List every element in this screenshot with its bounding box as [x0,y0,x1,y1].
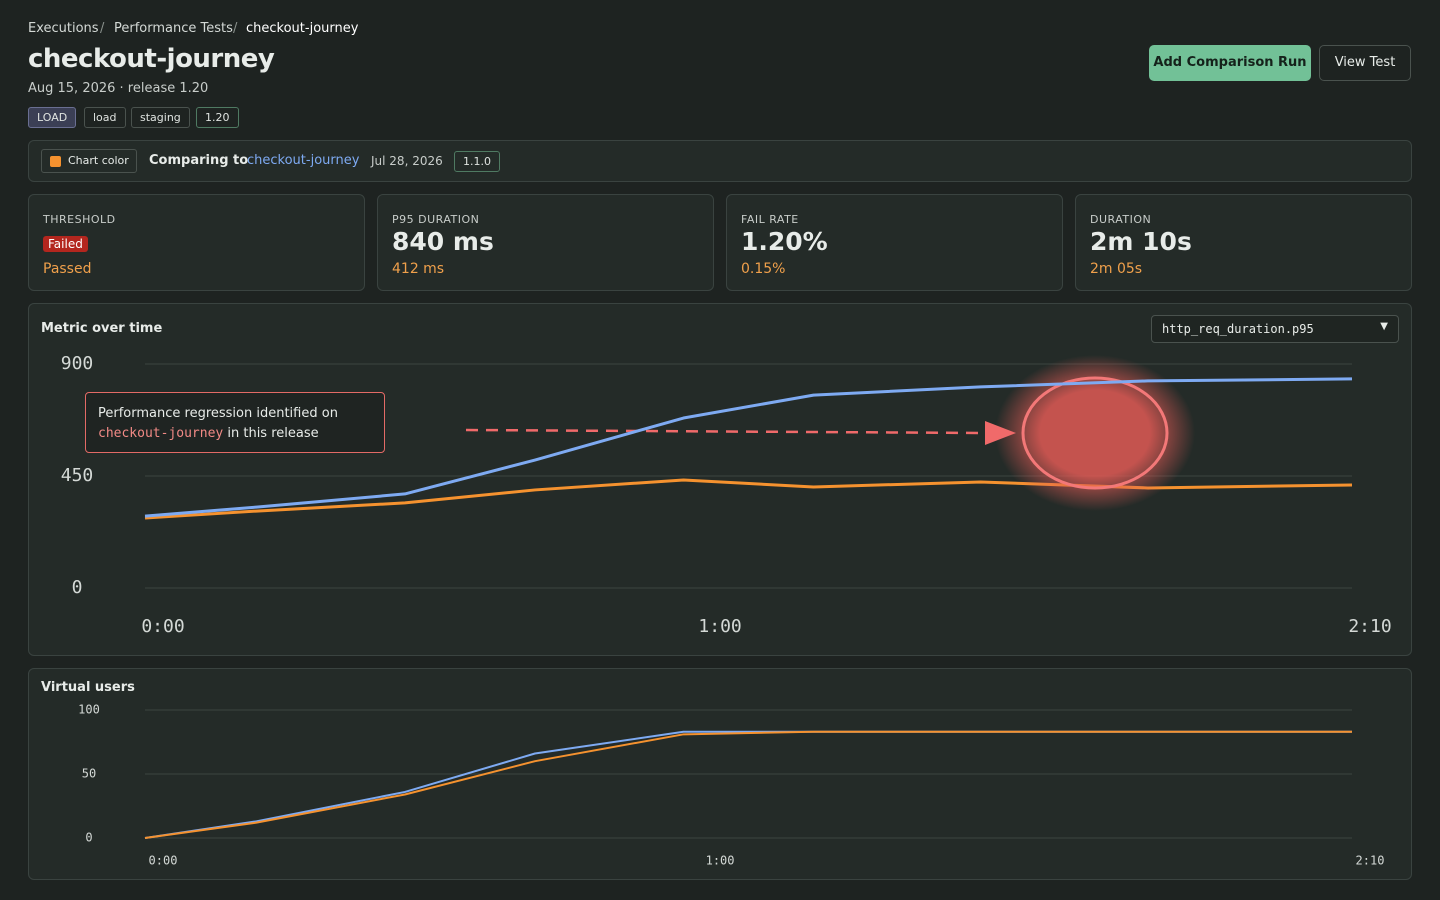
chart-title: Virtual users [41,680,135,695]
metric-select-value: http_req_duration.p95 [1162,322,1314,336]
breadcrumb-link[interactable]: Executions [28,21,99,36]
view-test-button[interactable]: View Test [1319,45,1411,81]
comparison-test-link[interactable]: checkout-journey [247,153,360,168]
chart-color-button[interactable]: Chart color [41,149,137,173]
dropdown-caret: ▼ [1380,321,1388,332]
stat-compare: 412 ms [392,261,445,277]
add-comparison-button[interactable]: Add Comparison Run [1149,45,1311,81]
comparing-label: Comparing to [149,153,249,168]
version-tag: 1.1.0 [454,151,500,172]
tag: 1.20 [196,107,239,128]
tag: load [84,107,126,128]
chart-panel: Metric over time http_req_duration.p95 ▼ [28,303,1412,656]
stat-value: 1.20% [741,227,828,256]
tag: staging [131,107,190,128]
breadcrumb-separator: / [100,21,105,36]
comparison-date: Jul 28, 2026 [371,154,443,168]
stat-card: FAIL RATE 1.20% 0.15% [726,194,1063,291]
breadcrumb-separator: / [233,21,238,36]
page-title: checkout-journey [28,44,275,74]
stat-compare: 0.15% [741,261,786,277]
annotation-text: in this release [227,426,319,441]
stat-compare: 2m 05s [1090,261,1143,277]
breadcrumb-link[interactable]: Performance Tests [114,21,233,36]
annotation-code: checkout-journey [98,426,224,441]
stat-value: 2m 10s [1090,227,1192,256]
stat-label: DURATION [1090,213,1152,226]
stat-card: DURATION 2m 10s 2m 05s [1075,194,1412,291]
stat-label: THRESHOLD [43,213,116,226]
stat-card: THRESHOLD Failed Passed [28,194,365,291]
breadcrumb-current: checkout-journey [246,21,359,36]
annotation-text: Performance regression identified on [98,406,338,421]
annotation-box: Performance regression identified on che… [85,392,385,453]
subtitle: Aug 15, 2026 · release 1.20 [28,81,209,96]
chart-title: Metric over time [41,321,163,336]
stat-compare: Passed [43,261,92,277]
chart-panel: Virtual users [28,668,1412,880]
stat-label: P95 DURATION [392,213,480,226]
stat-label: FAIL RATE [741,213,799,226]
stat-value: 840 ms [392,227,494,256]
color-swatch [50,156,61,167]
tag: LOAD [28,107,77,128]
comparison-bar: Chart color Comparing to checkout-journe… [28,140,1412,182]
stat-card: P95 DURATION 840 ms 412 ms [377,194,714,291]
metric-select[interactable]: http_req_duration.p95 ▼ [1151,315,1399,343]
failed-badge: Failed [43,236,88,252]
chart-color-label: Chart color [68,154,129,167]
